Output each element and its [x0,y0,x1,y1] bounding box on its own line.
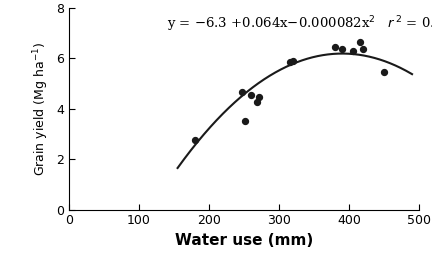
Point [286,60,293,64]
Point [381,70,388,74]
Text: y = $-$6.3 +0.064x$-$0.000082x$^{2}$   $r\,^{2}$ = 0.80: y = $-$6.3 +0.064x$-$0.000082x$^{2}$ $r\… [167,14,432,34]
Point [242,119,249,123]
Point [238,90,245,94]
Point [256,95,263,100]
Point [248,93,254,97]
Y-axis label: Grain yield (Mg ha$^{-1}$): Grain yield (Mg ha$^{-1}$) [31,42,51,176]
X-axis label: Water use (mm): Water use (mm) [175,233,313,248]
Point [289,59,296,63]
Point [332,45,339,49]
Point [356,40,363,44]
Point [253,100,260,105]
Point [339,47,346,52]
Point [349,49,356,53]
Point [192,138,199,142]
Point [359,47,366,52]
